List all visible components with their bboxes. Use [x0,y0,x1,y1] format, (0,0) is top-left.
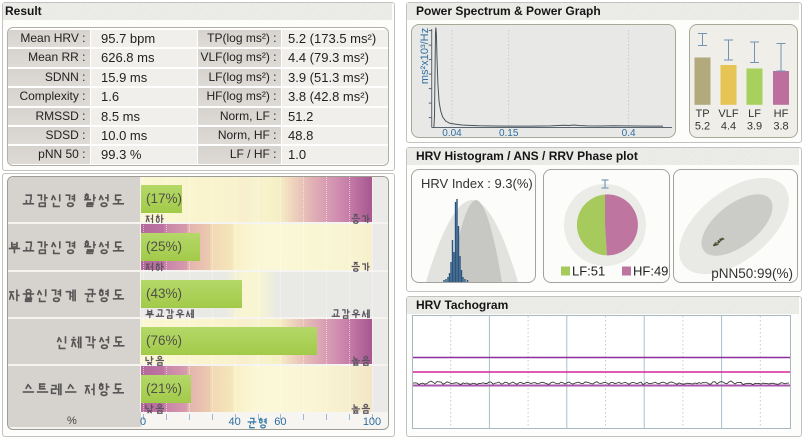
svg-text:VLF: VLF [718,108,738,120]
svg-text:0.4: 0.4 [622,128,636,138]
svg-text:pNN50:99(%): pNN50:99(%) [711,266,793,281]
svg-text:TP: TP [695,108,709,120]
svg-text:0.04: 0.04 [442,128,462,138]
svg-text:LF: LF [748,108,761,120]
svg-text:3.9: 3.9 [747,121,762,133]
svg-text:ms²x10³/Hz: ms²x10³/Hz [419,28,431,84]
svg-text:HRV Index : 9.3(%): HRV Index : 9.3(%) [421,176,533,191]
svg-text:0.15: 0.15 [499,128,519,138]
svg-text:4.4: 4.4 [721,121,736,133]
svg-text:HF:49: HF:49 [633,264,668,279]
svg-text:LF:51: LF:51 [572,264,605,279]
svg-text:5.2: 5.2 [695,121,710,133]
svg-text:HF: HF [774,108,789,120]
svg-text:3.8: 3.8 [773,121,788,133]
